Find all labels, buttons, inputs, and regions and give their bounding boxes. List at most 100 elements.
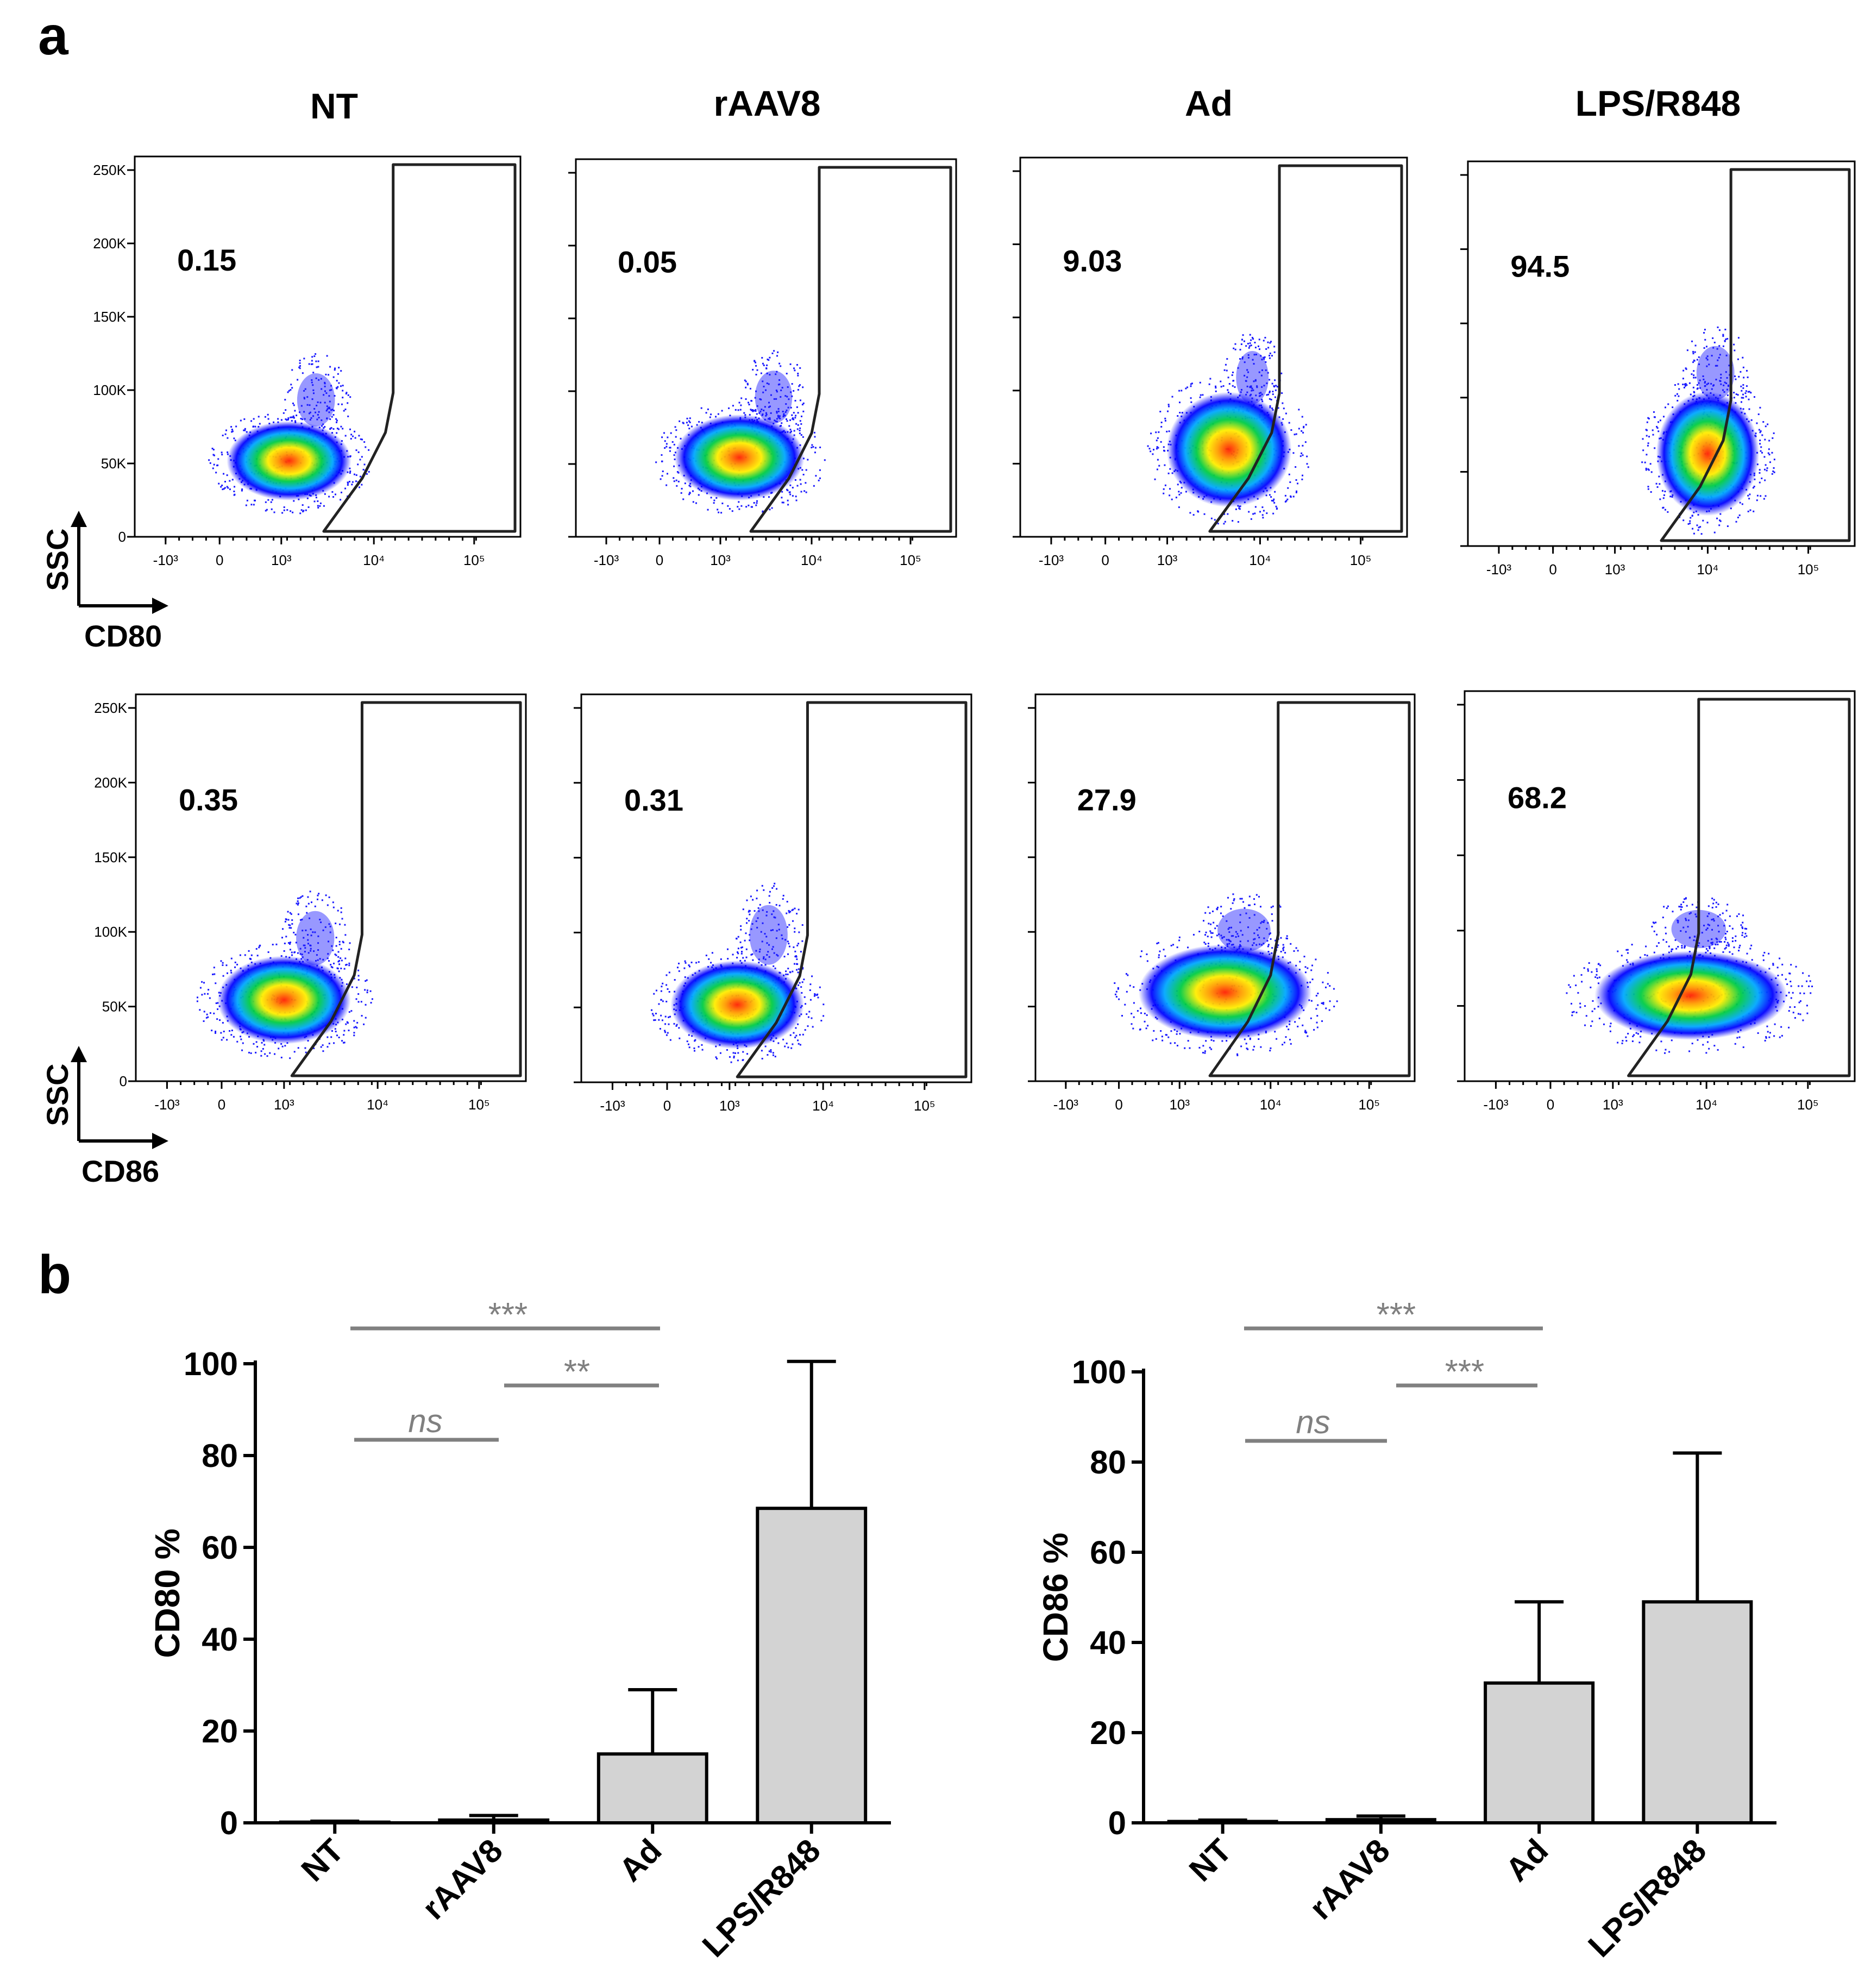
event-dot [1265, 369, 1267, 371]
event-dot [807, 1016, 809, 1018]
event-dot [1243, 340, 1245, 342]
event-dot [336, 419, 338, 422]
event-dot [304, 944, 306, 946]
density-tail [749, 905, 788, 965]
event-dot [341, 918, 343, 920]
event-dot [366, 979, 368, 981]
event-dot [1687, 926, 1689, 928]
event-dot [291, 369, 293, 371]
event-dot [230, 426, 233, 428]
event-dot [755, 410, 757, 412]
event-dot [347, 484, 349, 486]
event-dot [298, 366, 300, 368]
event-dot [809, 989, 811, 991]
event-dot [1220, 912, 1222, 914]
significance-label: *** [1377, 1296, 1416, 1334]
event-dot [1170, 1042, 1172, 1044]
event-dot [789, 1034, 792, 1036]
event-dot [349, 472, 351, 474]
event-dot [1717, 359, 1719, 361]
event-dot [1689, 520, 1691, 522]
event-dot [1642, 438, 1644, 440]
event-dot [776, 930, 778, 932]
event-dot [1208, 923, 1210, 925]
event-dot [786, 1042, 788, 1044]
event-dot [1781, 974, 1784, 976]
event-dot [1238, 507, 1240, 510]
event-dot [317, 401, 319, 403]
event-dot [793, 367, 795, 369]
event-dot [673, 443, 675, 446]
event-dot [799, 427, 801, 429]
event-dot [1292, 452, 1295, 454]
event-dot [753, 410, 755, 412]
event-dot [1220, 935, 1222, 937]
event-dot [1256, 385, 1258, 387]
event-dot [770, 1049, 772, 1051]
event-dot [1267, 347, 1270, 349]
event-dot [231, 431, 233, 433]
event-dot [664, 1031, 667, 1033]
event-dot [776, 888, 778, 890]
event-dot [756, 413, 758, 415]
event-dot [766, 911, 768, 913]
event-dot [303, 390, 305, 392]
event-dot [741, 946, 743, 948]
event-dot [662, 471, 664, 473]
density-tail [755, 371, 793, 424]
event-dot [258, 946, 260, 949]
event-dot [1723, 925, 1725, 927]
event-dot [1711, 898, 1713, 900]
event-dot [1797, 1013, 1799, 1015]
event-dot [1713, 920, 1715, 922]
y-tick-label: 250K [93, 162, 126, 178]
event-dot [787, 504, 789, 506]
event-dot [347, 402, 349, 404]
event-dot [246, 499, 248, 501]
event-dot [710, 962, 712, 964]
event-dot [1662, 506, 1665, 509]
event-dot [315, 959, 317, 962]
event-dot [300, 509, 303, 511]
event-dot [310, 363, 312, 365]
event-dot [756, 898, 758, 900]
event-dot [1725, 338, 1727, 340]
event-dot [293, 1051, 296, 1053]
event-dot [1253, 1045, 1255, 1048]
event-dot [1289, 1038, 1291, 1040]
event-dot [1773, 459, 1775, 461]
event-dot [1276, 507, 1278, 510]
event-dot [1724, 381, 1726, 384]
event-dot [1246, 385, 1248, 387]
event-dot [807, 459, 809, 461]
bar [1325, 1818, 1436, 1824]
event-dot [1704, 338, 1706, 341]
event-dot [1299, 961, 1301, 963]
event-dot [1790, 985, 1792, 987]
event-dot [1625, 1036, 1627, 1038]
event-dot [253, 1043, 255, 1045]
event-dot [1712, 918, 1715, 920]
event-dot [1568, 984, 1570, 986]
event-dot [241, 490, 243, 492]
event-dot [1333, 988, 1335, 990]
event-dot [683, 967, 686, 969]
event-dot [1715, 365, 1717, 367]
event-dot [269, 1052, 271, 1054]
event-dot [662, 1000, 664, 1002]
event-dot [283, 950, 285, 952]
event-dot [259, 423, 261, 425]
event-dot [1298, 428, 1300, 430]
event-dot [1204, 912, 1207, 914]
event-dot [321, 425, 323, 427]
event-dot [349, 470, 351, 472]
event-dot [1696, 524, 1698, 526]
y-tick-label: 50K [102, 999, 128, 1015]
event-dot [1691, 340, 1693, 342]
event-dot [1267, 393, 1270, 396]
event-dot [352, 435, 354, 437]
event-dot [1170, 944, 1172, 946]
event-dot [687, 1043, 689, 1045]
event-dot [309, 419, 311, 421]
event-dot [1719, 380, 1721, 382]
